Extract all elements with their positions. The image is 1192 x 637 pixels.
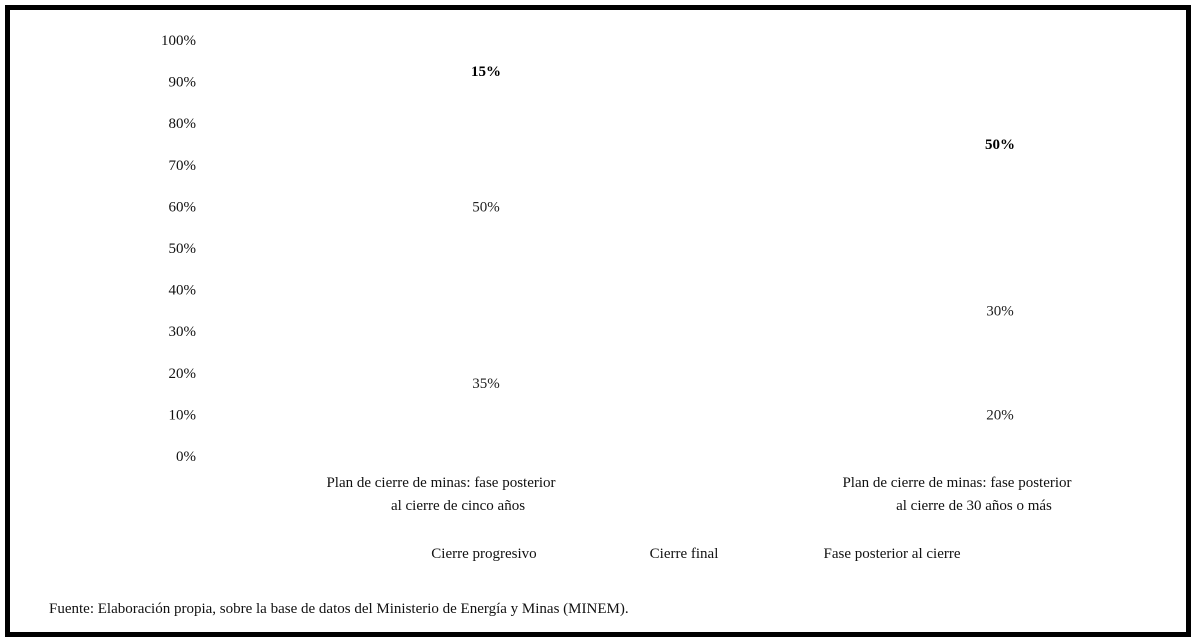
legend-swatch [404,546,412,554]
y-tick-label: 50% [169,241,197,257]
legend-swatch [812,546,820,554]
legend-item: Cierre final [650,546,719,562]
data-label: 30% [986,303,1014,319]
category-labels: Plan de cierre de minas: fase posterior a… [326,475,1071,514]
y-tick-label: 20% [169,366,197,382]
category-label: Plan de cierre de minas: fase posterior [326,475,555,491]
data-label: 20% [986,407,1014,423]
y-tick-label: 40% [169,283,197,299]
legend-item: Cierre progresivo [431,546,536,562]
category-label: al cierre de cinco años [391,498,525,514]
data-label: 50% [472,199,500,215]
y-tick-label: 60% [169,199,197,215]
bars [411,40,1075,456]
chart-frame: 0% 10% 20% 30% 40% 50% 60% 70% 80% 90% 100% 35% 50%… [5,5,1191,637]
source-note: Fuente: Elaboración propia, sobre la bas… [49,601,629,617]
y-tick-label: 80% [169,116,197,132]
data-label: 35% [472,376,500,392]
bar-segment [925,372,1075,456]
y-tick-label: 30% [169,324,197,340]
y-tick-label: 70% [169,158,197,174]
category-label: al cierre de 30 años o más [896,498,1052,514]
bar-segment [411,102,561,311]
y-tick-label: 10% [169,407,197,423]
y-axis-ticks: 0% 10% 20% 30% 40% 50% 60% 70% 80% 90% 100% [161,33,196,465]
y-tick-label: 100% [161,33,196,49]
bar-segment [925,40,1075,248]
bar-segment [411,310,561,456]
bar-segment [411,40,561,103]
legend-item: Fase posterior al cierre [823,546,960,562]
y-tick-label: 90% [169,75,197,91]
category-label: Plan de cierre de minas: fase posterior [842,475,1071,491]
stacked-bar-chart: 0% 10% 20% 30% 40% 50% 60% 70% 80% 90% 100% 35% 50%… [49,33,1075,617]
y-tick-label: 0% [176,449,196,465]
data-labels: 35% 50% 15% 20% 30% 50% [471,64,1015,423]
legend: Cierre progresivo Cierre final Fase poster… [404,546,961,562]
bar-segment [925,248,1075,373]
data-label: 15% [471,64,501,80]
data-label: 50% [985,137,1015,153]
legend-swatch [604,546,612,554]
